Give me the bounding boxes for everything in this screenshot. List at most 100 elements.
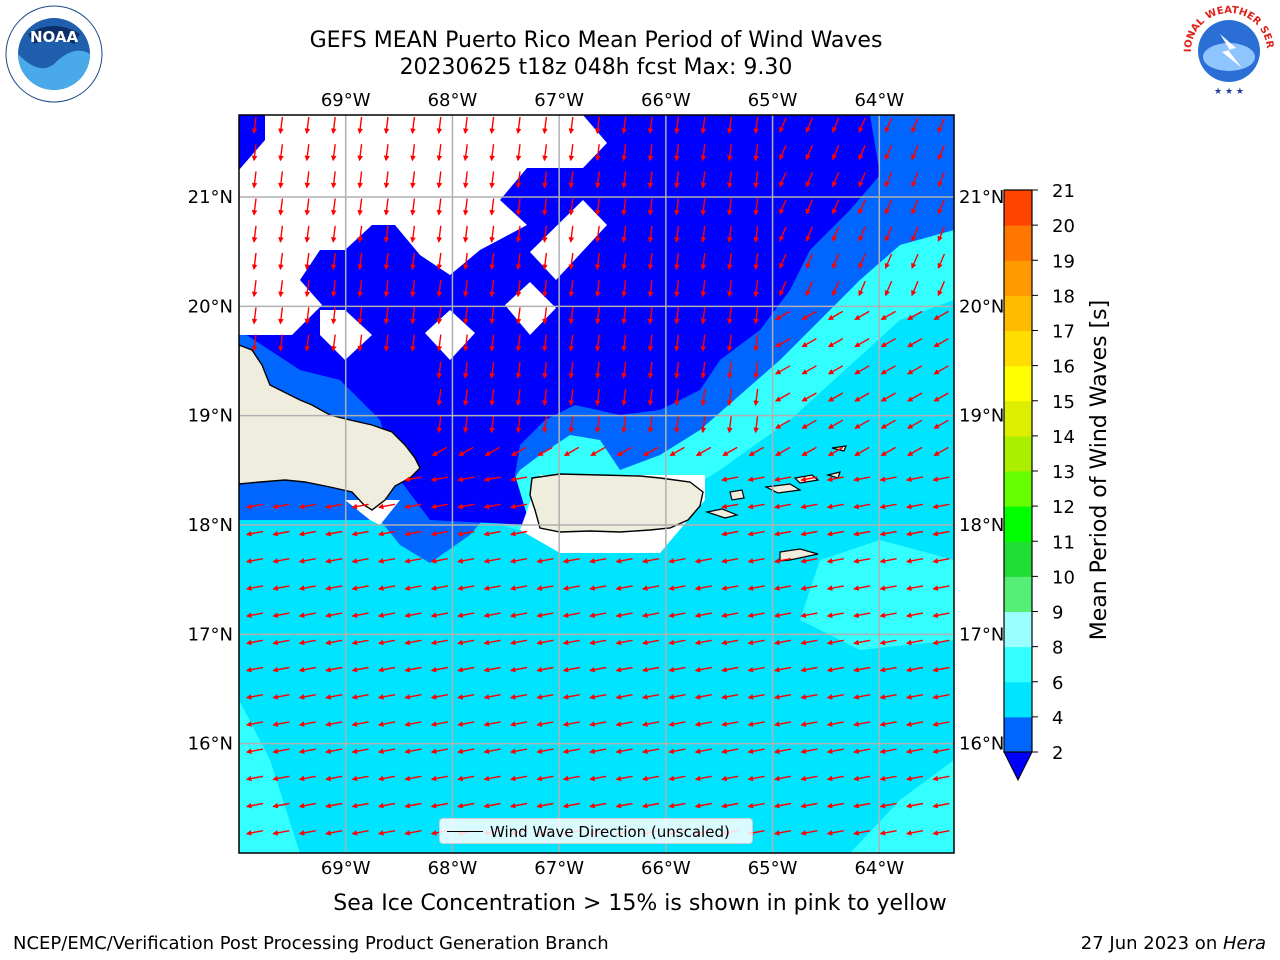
wave-direction-arrow (589, 775, 607, 782)
wave-direction-arrow (905, 666, 924, 673)
wave-direction-arrow (278, 171, 284, 189)
wave-direction-arrow (879, 748, 897, 755)
wave-direction-arrow (911, 280, 919, 297)
lon-tick-label: 69°W (321, 858, 371, 879)
wave-direction-arrow (430, 639, 448, 646)
wave-direction-arrow (853, 666, 871, 673)
wave-direction-arrow (853, 802, 871, 809)
wave-direction-arrow (436, 116, 443, 135)
wind-wave-direction-arrows (245, 116, 950, 836)
wave-direction-arrow (911, 199, 919, 215)
wave-direction-arrow (330, 171, 337, 189)
colorbar-segment (1004, 716, 1032, 753)
wave-direction-arrow (536, 694, 554, 700)
wave-direction-arrow (462, 116, 469, 135)
wave-direction-arrow (462, 225, 469, 243)
wave-direction-arrow (647, 416, 654, 434)
wave-direction-arrow (641, 585, 660, 591)
wave-direction-arrow (700, 334, 707, 352)
wave-direction-arrow (831, 253, 840, 270)
wave-direction-arrow (410, 334, 416, 352)
wave-direction-arrow (383, 116, 390, 135)
wave-direction-arrow (805, 144, 814, 161)
wave-direction-arrow (542, 416, 548, 434)
wave-direction-arrow (278, 144, 284, 162)
wave-direction-arrow (325, 775, 343, 782)
lat-tick-label: 18°N (188, 515, 233, 536)
wave-direction-arrow (932, 694, 950, 700)
wave-direction-arrow (879, 558, 897, 564)
wave-direction-arrow (568, 361, 575, 379)
wave-direction-arrow (377, 748, 396, 755)
wave-direction-arrow (826, 748, 844, 755)
wave-direction-arrow (773, 802, 792, 809)
wave-direction-arrow (933, 310, 949, 321)
wave-direction-arrow (826, 530, 844, 537)
colorbar-tick-label: 4 (1052, 708, 1063, 729)
wave-direction-arrow (515, 116, 522, 135)
wave-direction-arrow (410, 198, 416, 216)
land-puerto-rico (529, 473, 704, 533)
wave-direction-arrow (278, 225, 284, 243)
wave-direction-arrow (615, 694, 633, 700)
wave-direction-arrow (542, 334, 548, 352)
wave-direction-arrow (436, 225, 443, 243)
wave-direction-arrow (568, 388, 575, 407)
wave-direction-arrow (674, 416, 680, 434)
colorbar-segment (1004, 471, 1032, 507)
wave-direction-arrow (489, 307, 495, 325)
wave-direction-arrow (826, 558, 844, 564)
wave-direction-arrow (879, 612, 897, 619)
wave-direction-arrow (674, 388, 680, 407)
wave-direction-arrow (298, 558, 316, 564)
wave-direction-arrow (515, 416, 522, 434)
wave-direction-arrow (509, 802, 528, 809)
colorbar-segment (1004, 611, 1032, 648)
wave-direction-arrow (383, 334, 390, 352)
wave-direction-arrow (674, 252, 680, 271)
wave-direction-arrow (351, 530, 369, 537)
wave-direction-arrow (515, 225, 522, 243)
wave-direction-arrow (278, 116, 284, 135)
wave-direction-arrow (621, 171, 627, 189)
wave-direction-arrow (668, 775, 686, 782)
wave-direction-arrow (509, 530, 528, 537)
wave-direction-arrow (641, 612, 660, 619)
wave-direction-arrow (404, 639, 422, 646)
wave-direction-arrow (621, 361, 627, 379)
wave-direction-arrow (568, 307, 575, 325)
wave-direction-arrow (621, 116, 627, 135)
wave-direction-arrow (826, 802, 844, 809)
period-zone-4-6 (239, 300, 954, 853)
wave-direction-arrow (562, 639, 580, 646)
wave-direction-arrow (462, 416, 469, 434)
wave-direction-arrow (436, 416, 443, 434)
wave-direction-arrow (694, 802, 712, 809)
wave-direction-arrow (800, 530, 818, 537)
colorbar-segment (1004, 646, 1032, 683)
wave-direction-arrow (800, 639, 818, 646)
wave-direction-arrow (430, 721, 448, 727)
wave-direction-arrow (278, 252, 284, 271)
wave-direction-arrow (594, 388, 601, 407)
lon-tick-label: 64°W (854, 90, 904, 111)
wave-direction-arrow (377, 830, 396, 836)
lat-tick-label: 21°N (959, 187, 1004, 208)
wave-direction-arrow (933, 337, 949, 348)
wave-direction-arrow (647, 388, 654, 407)
wave-direction-arrow (905, 639, 924, 646)
wave-direction-arrow (298, 748, 316, 755)
wave-direction-arrow (721, 721, 739, 727)
wave-direction-arrow (542, 388, 548, 407)
wave-direction-arrow (589, 639, 607, 646)
wave-direction-arrow (351, 721, 369, 727)
wave-direction-arrow (853, 639, 871, 646)
wave-direction-arrow (542, 361, 548, 379)
wave-direction-arrow (747, 721, 765, 727)
wave-direction-arrow (542, 171, 548, 189)
wave-direction-arrow (907, 337, 923, 348)
wave-direction-arrow (515, 252, 522, 271)
wave-direction-arrow (272, 830, 290, 836)
wave-direction-arrow (251, 334, 258, 352)
wave-direction-arrow (937, 226, 946, 242)
